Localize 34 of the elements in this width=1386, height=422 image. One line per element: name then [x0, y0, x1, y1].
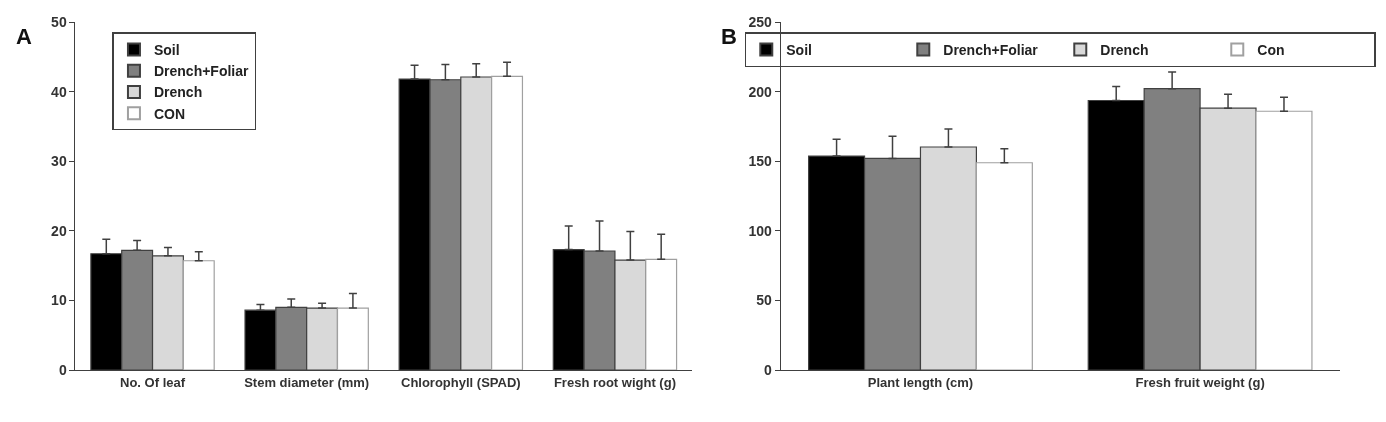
- y-tick-label: 30: [51, 153, 67, 170]
- y-tick-label: 50: [756, 292, 773, 309]
- x-tick-label: Fresh root wight (g): [553, 374, 676, 390]
- legend-label: Soil: [153, 42, 180, 58]
- legend-label: CON: [153, 105, 186, 122]
- x-tick-label: Stem diameter (mm): [244, 374, 370, 390]
- y-tick-label: 20: [51, 222, 67, 239]
- legend-label: Drench: [153, 84, 203, 101]
- x-tick-label: Fresh fruit weight (g): [1135, 374, 1265, 390]
- legend-label: Drench: [1100, 42, 1149, 58]
- y-tick-label: 10: [51, 292, 67, 309]
- y-tick-label: 50: [51, 13, 67, 30]
- bar: [336, 307, 369, 370]
- x-tick-label: Plant length (cm): [867, 374, 974, 390]
- x-tick-label: Chlorophyll (SPAD): [400, 374, 521, 390]
- bar: [491, 75, 524, 370]
- y-tick-label: 100: [748, 222, 773, 239]
- legend-label: Con: [1257, 42, 1285, 58]
- y-tick-label: 0: [764, 361, 773, 378]
- legend-label: Drench+Foliar: [943, 42, 1039, 58]
- y-tick-label: 250: [748, 13, 773, 30]
- y-tick-label: 200: [748, 83, 773, 100]
- bar: [975, 162, 1033, 370]
- y-tick-label: 150: [748, 153, 773, 170]
- bar: [645, 258, 678, 370]
- x-tick-label: No. Of leaf: [120, 374, 186, 390]
- legend-label: Soil: [786, 42, 812, 58]
- y-tick-label: 0: [58, 361, 67, 378]
- y-tick-label: 40: [51, 83, 67, 100]
- bar: [182, 260, 215, 370]
- text: B: [721, 24, 737, 49]
- text: A: [16, 24, 32, 49]
- legend-label: Drench+Foliar: [153, 63, 250, 80]
- bar: [1255, 110, 1313, 370]
